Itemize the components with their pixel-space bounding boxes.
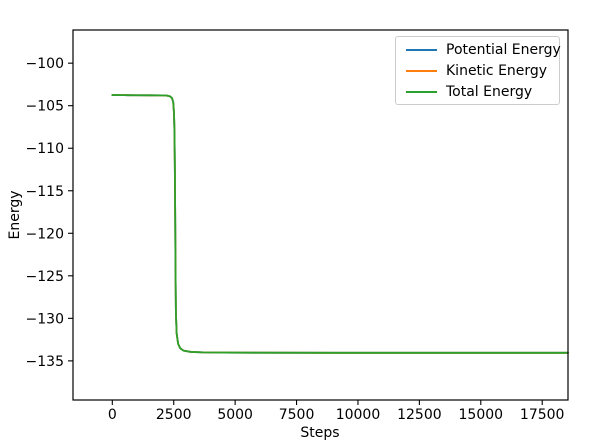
plot-border xyxy=(72,29,569,401)
legend-line-sample-kinetic xyxy=(406,69,437,72)
legend-label-kinetic: Kinetic Energy xyxy=(446,62,548,79)
legend-label-potential: Potential Energy xyxy=(446,41,561,58)
x-tick-label: 5000 xyxy=(217,407,253,423)
x-tick-label: 0 xyxy=(108,407,117,423)
y-tick-label: −125 xyxy=(26,269,64,285)
x-tick-label: 17500 xyxy=(520,407,565,423)
legend-line-sample-potential xyxy=(406,48,437,51)
y-tick-label: −135 xyxy=(26,354,64,370)
y-tick-label: −120 xyxy=(26,226,64,242)
legend-entry-potential-energy: Potential Energy xyxy=(406,39,561,60)
legend-entry-total-energy: Total Energy xyxy=(406,81,553,102)
legend-entry-kinetic-energy: Kinetic Energy xyxy=(406,60,553,81)
legend-line-sample-total xyxy=(406,90,437,93)
x-tick-label: 15000 xyxy=(459,407,504,423)
x-axis-label: Steps xyxy=(300,425,340,441)
legend-label-total: Total Energy xyxy=(446,83,533,100)
x-tick-label: 10000 xyxy=(336,407,381,423)
y-tick-label: −100 xyxy=(26,56,64,72)
x-tick-label: 12500 xyxy=(397,407,442,423)
y-axis-label: Energy xyxy=(7,190,23,240)
x-tick-label: 2500 xyxy=(156,407,192,423)
y-tick-label: −130 xyxy=(26,311,64,327)
y-tick-label: −110 xyxy=(26,141,64,157)
series-line-total-energy xyxy=(111,94,569,354)
series-line-potential-energy xyxy=(111,94,569,354)
y-tick-label: −105 xyxy=(26,99,64,115)
series-line-kinetic-energy xyxy=(111,94,569,354)
y-tick-label: −115 xyxy=(26,184,64,200)
x-tick-label: 7500 xyxy=(279,407,315,423)
legend: Potential Energy Kinetic Energy Total En… xyxy=(395,36,561,105)
